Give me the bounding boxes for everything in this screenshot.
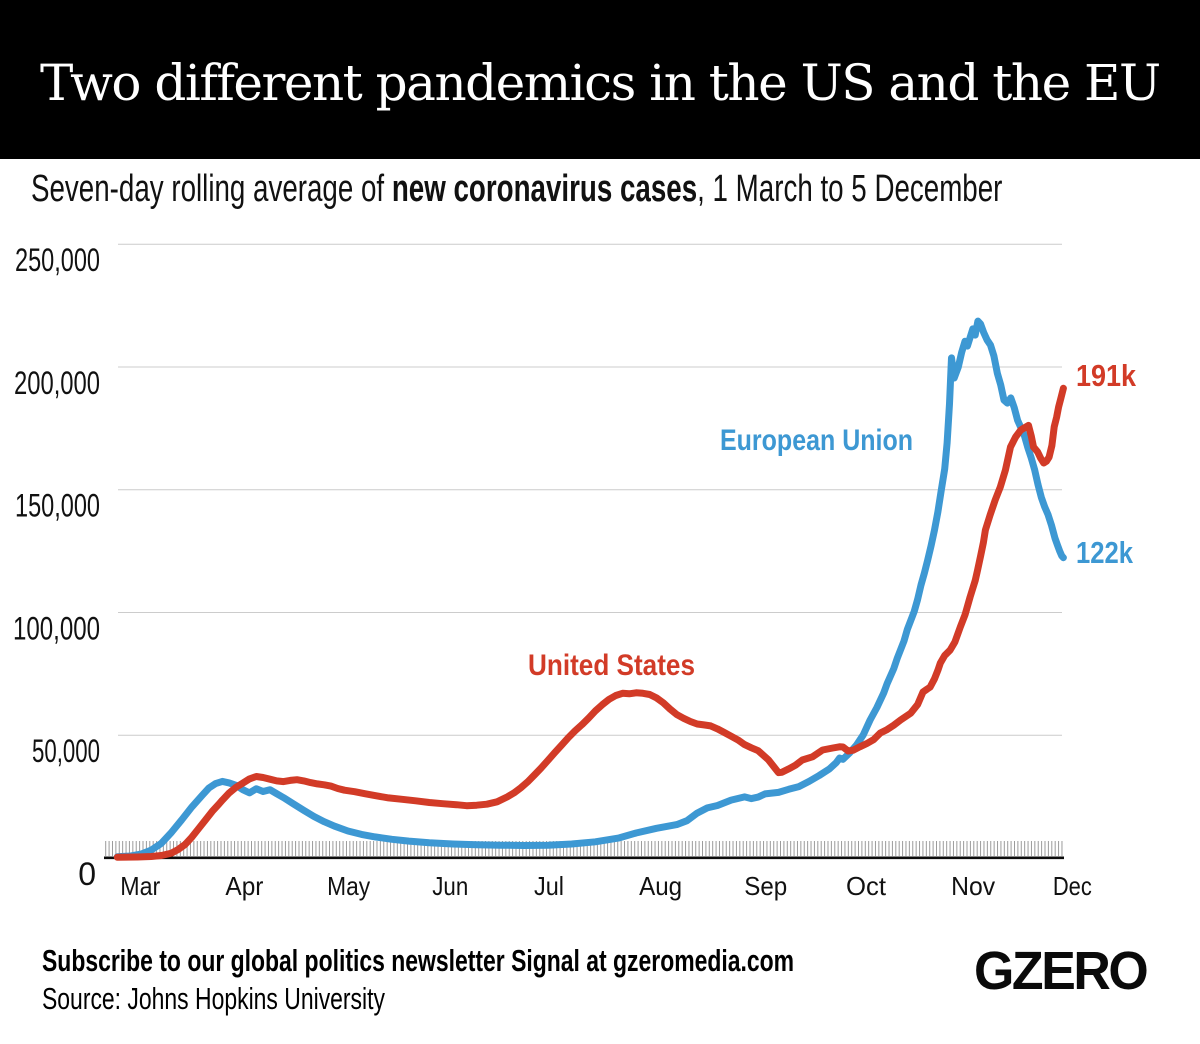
- eu-end-label: 122k: [1076, 535, 1134, 570]
- x-axis-month-label: Jul: [534, 871, 564, 901]
- x-axis-month-label: Sep: [744, 871, 787, 901]
- x-axis-month-label: Oct: [846, 871, 887, 901]
- x-axis-month-label: Jun: [432, 871, 468, 901]
- title-banner: Two different pandemics in the US and th…: [0, 0, 1200, 159]
- source-credit: Source: Johns Hopkins University: [42, 981, 385, 1016]
- y-axis-tick-label: 0: [78, 856, 96, 892]
- x-axis-month-label: Mar: [120, 871, 160, 901]
- footer-subscribe-text: Subscribe to our global politics newslet…: [42, 943, 795, 978]
- x-axis-month-label: Nov: [951, 871, 995, 901]
- us-series-label: United States: [528, 649, 695, 682]
- us-series-line: [113, 384, 1067, 861]
- eu-series-label: European Union: [720, 424, 913, 457]
- eu-series-line: [113, 317, 1067, 861]
- x-axis-month-label: Apr: [225, 871, 263, 901]
- x-axis-month-label: Dec: [1053, 871, 1092, 901]
- chart-subtitle: Seven-day rolling average of new coronav…: [31, 170, 1200, 208]
- y-axis-tick-label: 50,000: [32, 733, 100, 769]
- x-axis-month-label: Aug: [639, 871, 682, 901]
- y-axis-tick-label: 250,000: [15, 242, 100, 278]
- page-title: Two different pandemics in the US and th…: [40, 54, 1161, 112]
- subtitle-suffix: , 1 March to 5 December: [697, 168, 1003, 210]
- y-axis-tick-label: 200,000: [14, 365, 100, 401]
- y-axis-tick-label: 100,000: [13, 610, 100, 646]
- subtitle-prefix: Seven-day rolling average of: [31, 168, 392, 210]
- subtitle-bold: new coronavirus cases: [391, 168, 698, 210]
- x-axis-month-label: May: [327, 871, 370, 901]
- us-end-label: 191k: [1076, 358, 1137, 393]
- gzero-logo: GZERO: [974, 941, 1149, 1001]
- y-axis-tick-label: 150,000: [15, 488, 100, 524]
- footer: Subscribe to our global politics newslet…: [42, 942, 1058, 1018]
